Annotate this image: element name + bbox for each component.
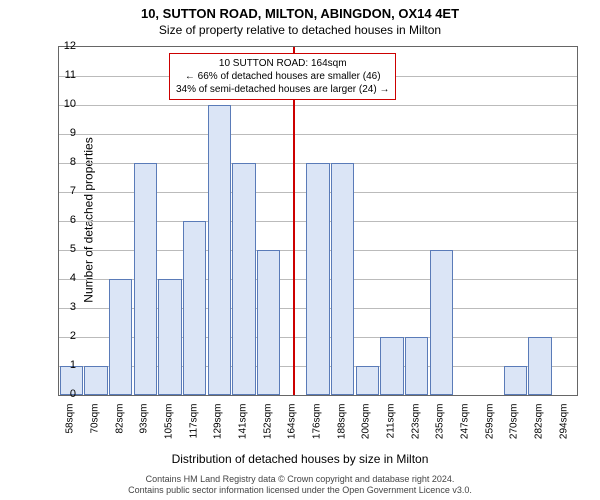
chart-title-main: 10, SUTTON ROAD, MILTON, ABINGDON, OX14 … [0, 0, 600, 21]
bar [183, 221, 206, 395]
bar [109, 279, 132, 395]
bar [430, 250, 453, 395]
footer-line-1: Contains HM Land Registry data © Crown c… [0, 474, 600, 485]
annotation-line-2: ← 66% of detached houses are smaller (46… [176, 70, 389, 83]
bar [84, 366, 107, 395]
y-tick-label: 3 [56, 301, 76, 313]
bar [158, 279, 181, 395]
bar [405, 337, 428, 395]
y-tick-label: 2 [56, 330, 76, 342]
bar [504, 366, 527, 395]
grid-line [59, 134, 577, 135]
footer-attribution: Contains HM Land Registry data © Crown c… [0, 474, 600, 496]
bar [232, 163, 255, 395]
bar [380, 337, 403, 395]
bar [331, 163, 354, 395]
annotation-line-1: 10 SUTTON ROAD: 164sqm [176, 57, 389, 70]
y-tick-label: 7 [56, 185, 76, 197]
bar [306, 163, 329, 395]
y-tick-label: 12 [56, 40, 76, 52]
bar [257, 250, 280, 395]
y-tick-label: 1 [56, 359, 76, 371]
chart-title-sub: Size of property relative to detached ho… [0, 21, 600, 37]
annotation-line-3: 34% of semi-detached houses are larger (… [176, 83, 389, 96]
footer-line-2: Contains public sector information licen… [0, 485, 600, 496]
y-tick-label: 6 [56, 214, 76, 226]
bar [528, 337, 551, 395]
y-tick-label: 5 [56, 243, 76, 255]
y-tick-label: 8 [56, 156, 76, 168]
y-tick-label: 9 [56, 127, 76, 139]
x-axis-label: Distribution of detached houses by size … [0, 452, 600, 466]
grid-line [59, 105, 577, 106]
bar [356, 366, 379, 395]
bar [208, 105, 231, 395]
annotation-box: 10 SUTTON ROAD: 164sqm← 66% of detached … [169, 53, 396, 100]
y-tick-label: 11 [56, 69, 76, 81]
y-tick-label: 4 [56, 272, 76, 284]
chart-plot-area: 10 SUTTON ROAD: 164sqm← 66% of detached … [58, 46, 578, 396]
bar [134, 163, 157, 395]
y-tick-label: 0 [56, 388, 76, 400]
y-tick-label: 10 [56, 98, 76, 110]
